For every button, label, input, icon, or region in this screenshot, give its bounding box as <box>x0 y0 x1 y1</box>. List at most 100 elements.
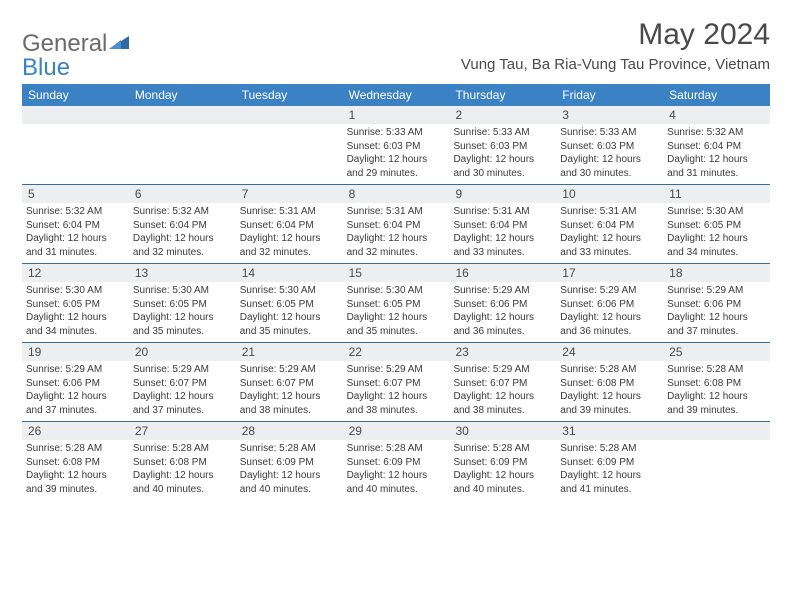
calendar-week: 1Sunrise: 5:33 AMSunset: 6:03 PMDaylight… <box>22 106 770 185</box>
day-details: Sunrise: 5:29 AMSunset: 6:07 PMDaylight:… <box>129 361 236 421</box>
day-details: Sunrise: 5:28 AMSunset: 6:08 PMDaylight:… <box>22 440 129 500</box>
weekday-friday: Friday <box>556 84 663 106</box>
calendar-cell: 20Sunrise: 5:29 AMSunset: 6:07 PMDayligh… <box>129 343 236 421</box>
calendar-cell: 12Sunrise: 5:30 AMSunset: 6:05 PMDayligh… <box>22 264 129 342</box>
day-number: 9 <box>449 185 556 203</box>
title-block: May 2024 Vung Tau, Ba Ria-Vung Tau Provi… <box>461 18 770 79</box>
weekday-wednesday: Wednesday <box>343 84 450 106</box>
day-details: Sunrise: 5:28 AMSunset: 6:09 PMDaylight:… <box>236 440 343 500</box>
calendar-cell: 22Sunrise: 5:29 AMSunset: 6:07 PMDayligh… <box>343 343 450 421</box>
calendar-cell <box>236 106 343 184</box>
day-details: Sunrise: 5:29 AMSunset: 6:06 PMDaylight:… <box>663 282 770 342</box>
calendar-cell: 29Sunrise: 5:28 AMSunset: 6:09 PMDayligh… <box>343 422 450 500</box>
calendar-cell: 18Sunrise: 5:29 AMSunset: 6:06 PMDayligh… <box>663 264 770 342</box>
day-details: Sunrise: 5:32 AMSunset: 6:04 PMDaylight:… <box>22 203 129 263</box>
day-number: 18 <box>663 264 770 282</box>
day-details: Sunrise: 5:28 AMSunset: 6:09 PMDaylight:… <box>449 440 556 500</box>
calendar-cell: 10Sunrise: 5:31 AMSunset: 6:04 PMDayligh… <box>556 185 663 263</box>
day-number: 5 <box>22 185 129 203</box>
day-details: Sunrise: 5:28 AMSunset: 6:09 PMDaylight:… <box>556 440 663 500</box>
day-number: 1 <box>343 106 450 124</box>
day-number: 25 <box>663 343 770 361</box>
day-details: Sunrise: 5:30 AMSunset: 6:05 PMDaylight:… <box>236 282 343 342</box>
day-number: 13 <box>129 264 236 282</box>
calendar-cell: 2Sunrise: 5:33 AMSunset: 6:03 PMDaylight… <box>449 106 556 184</box>
calendar-cell: 6Sunrise: 5:32 AMSunset: 6:04 PMDaylight… <box>129 185 236 263</box>
day-number: 31 <box>556 422 663 440</box>
location-text: Vung Tau, Ba Ria-Vung Tau Province, Viet… <box>461 56 770 73</box>
calendar-week: 19Sunrise: 5:29 AMSunset: 6:06 PMDayligh… <box>22 343 770 422</box>
calendar-week: 12Sunrise: 5:30 AMSunset: 6:05 PMDayligh… <box>22 264 770 343</box>
day-number-empty <box>236 106 343 124</box>
day-details: Sunrise: 5:30 AMSunset: 6:05 PMDaylight:… <box>129 282 236 342</box>
day-number: 2 <box>449 106 556 124</box>
calendar-cell: 13Sunrise: 5:30 AMSunset: 6:05 PMDayligh… <box>129 264 236 342</box>
calendar-cell: 7Sunrise: 5:31 AMSunset: 6:04 PMDaylight… <box>236 185 343 263</box>
calendar-cell: 11Sunrise: 5:30 AMSunset: 6:05 PMDayligh… <box>663 185 770 263</box>
calendar-cell: 19Sunrise: 5:29 AMSunset: 6:06 PMDayligh… <box>22 343 129 421</box>
day-number: 26 <box>22 422 129 440</box>
day-details: Sunrise: 5:28 AMSunset: 6:09 PMDaylight:… <box>343 440 450 500</box>
day-number: 20 <box>129 343 236 361</box>
day-number: 8 <box>343 185 450 203</box>
calendar-cell: 1Sunrise: 5:33 AMSunset: 6:03 PMDaylight… <box>343 106 450 184</box>
day-details: Sunrise: 5:28 AMSunset: 6:08 PMDaylight:… <box>556 361 663 421</box>
day-number-empty <box>129 106 236 124</box>
day-details: Sunrise: 5:32 AMSunset: 6:04 PMDaylight:… <box>663 124 770 184</box>
day-number: 27 <box>129 422 236 440</box>
weekday-sunday: Sunday <box>22 84 129 106</box>
calendar-cell: 26Sunrise: 5:28 AMSunset: 6:08 PMDayligh… <box>22 422 129 500</box>
day-number-empty <box>663 422 770 440</box>
day-number: 7 <box>236 185 343 203</box>
day-details: Sunrise: 5:30 AMSunset: 6:05 PMDaylight:… <box>22 282 129 342</box>
day-details: Sunrise: 5:31 AMSunset: 6:04 PMDaylight:… <box>236 203 343 263</box>
day-details: Sunrise: 5:29 AMSunset: 6:07 PMDaylight:… <box>449 361 556 421</box>
day-details: Sunrise: 5:33 AMSunset: 6:03 PMDaylight:… <box>449 124 556 184</box>
day-number: 10 <box>556 185 663 203</box>
day-number: 22 <box>343 343 450 361</box>
calendar-cell: 16Sunrise: 5:29 AMSunset: 6:06 PMDayligh… <box>449 264 556 342</box>
calendar-body: 1Sunrise: 5:33 AMSunset: 6:03 PMDaylight… <box>22 106 770 500</box>
day-details: Sunrise: 5:29 AMSunset: 6:07 PMDaylight:… <box>343 361 450 421</box>
weekday-monday: Monday <box>129 84 236 106</box>
calendar-cell: 28Sunrise: 5:28 AMSunset: 6:09 PMDayligh… <box>236 422 343 500</box>
calendar-week: 26Sunrise: 5:28 AMSunset: 6:08 PMDayligh… <box>22 422 770 500</box>
calendar-cell: 17Sunrise: 5:29 AMSunset: 6:06 PMDayligh… <box>556 264 663 342</box>
day-number: 19 <box>22 343 129 361</box>
day-number: 16 <box>449 264 556 282</box>
weekday-saturday: Saturday <box>663 84 770 106</box>
day-details: Sunrise: 5:33 AMSunset: 6:03 PMDaylight:… <box>343 124 450 184</box>
day-details: Sunrise: 5:32 AMSunset: 6:04 PMDaylight:… <box>129 203 236 263</box>
day-number: 4 <box>663 106 770 124</box>
calendar-cell <box>22 106 129 184</box>
day-number: 30 <box>449 422 556 440</box>
calendar: SundayMondayTuesdayWednesdayThursdayFrid… <box>22 84 770 500</box>
day-number: 23 <box>449 343 556 361</box>
calendar-cell: 8Sunrise: 5:31 AMSunset: 6:04 PMDaylight… <box>343 185 450 263</box>
day-details: Sunrise: 5:31 AMSunset: 6:04 PMDaylight:… <box>449 203 556 263</box>
day-number: 15 <box>343 264 450 282</box>
day-number: 3 <box>556 106 663 124</box>
header: GeneralBlue May 2024 Vung Tau, Ba Ria-Vu… <box>22 18 770 82</box>
day-number: 24 <box>556 343 663 361</box>
day-details: Sunrise: 5:28 AMSunset: 6:08 PMDaylight:… <box>663 361 770 421</box>
logo: GeneralBlue <box>22 28 129 82</box>
day-number: 11 <box>663 185 770 203</box>
calendar-cell: 4Sunrise: 5:32 AMSunset: 6:04 PMDaylight… <box>663 106 770 184</box>
calendar-cell: 25Sunrise: 5:28 AMSunset: 6:08 PMDayligh… <box>663 343 770 421</box>
day-details: Sunrise: 5:29 AMSunset: 6:06 PMDaylight:… <box>556 282 663 342</box>
day-number: 21 <box>236 343 343 361</box>
page-title: May 2024 <box>461 18 770 52</box>
calendar-cell: 5Sunrise: 5:32 AMSunset: 6:04 PMDaylight… <box>22 185 129 263</box>
calendar-cell <box>663 422 770 500</box>
logo-text-blue: Blue <box>22 54 129 82</box>
calendar-cell: 23Sunrise: 5:29 AMSunset: 6:07 PMDayligh… <box>449 343 556 421</box>
day-details: Sunrise: 5:31 AMSunset: 6:04 PMDaylight:… <box>556 203 663 263</box>
calendar-cell: 31Sunrise: 5:28 AMSunset: 6:09 PMDayligh… <box>556 422 663 500</box>
day-details: Sunrise: 5:29 AMSunset: 6:06 PMDaylight:… <box>449 282 556 342</box>
day-number-empty <box>22 106 129 124</box>
calendar-cell: 27Sunrise: 5:28 AMSunset: 6:08 PMDayligh… <box>129 422 236 500</box>
calendar-cell: 9Sunrise: 5:31 AMSunset: 6:04 PMDaylight… <box>449 185 556 263</box>
day-number: 6 <box>129 185 236 203</box>
day-details: Sunrise: 5:33 AMSunset: 6:03 PMDaylight:… <box>556 124 663 184</box>
